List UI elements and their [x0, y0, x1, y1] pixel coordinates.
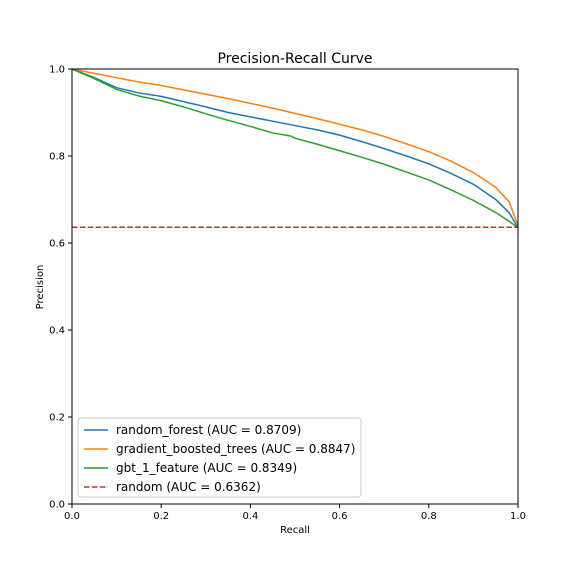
series-line-0: [72, 69, 518, 228]
x-tick-label: 0.0: [64, 511, 80, 522]
x-tick-label: 0.4: [242, 511, 258, 522]
x-tick-label: 0.2: [153, 511, 169, 522]
legend-label-1: gradient_boosted_trees (AUC = 0.8847): [116, 442, 355, 456]
y-tick-label: 0.6: [49, 239, 65, 250]
y-tick-label: 0.8: [49, 152, 65, 163]
y-tick-label: 0.0: [49, 500, 65, 511]
y-tick-label: 0.4: [49, 326, 65, 337]
y-axis-label: Precision: [35, 265, 46, 310]
y-axis: 0.0 0.2 0.4 0.6 0.8 1.0: [49, 65, 72, 511]
x-tick-label: 1.0: [510, 511, 526, 522]
x-axis-label: Recall: [280, 525, 310, 536]
legend: random_forest (AUC = 0.8709) gradient_boo…: [78, 418, 361, 497]
legend-label-0: random_forest (AUC = 0.8709): [116, 423, 301, 437]
legend-label-2: gbt_1_feature (AUC = 0.8349): [116, 461, 297, 475]
x-tick-label: 0.6: [332, 511, 348, 522]
y-tick-label: 1.0: [49, 65, 65, 76]
x-axis: 0.0 0.2 0.4 0.6 0.8 1.0: [64, 504, 526, 522]
x-tick-label: 0.8: [421, 511, 437, 522]
legend-label-3: random (AUC = 0.6362): [116, 480, 261, 494]
y-tick-label: 0.2: [49, 413, 65, 424]
chart-title: Precision-Recall Curve: [217, 51, 372, 67]
plot-area: [72, 69, 518, 228]
